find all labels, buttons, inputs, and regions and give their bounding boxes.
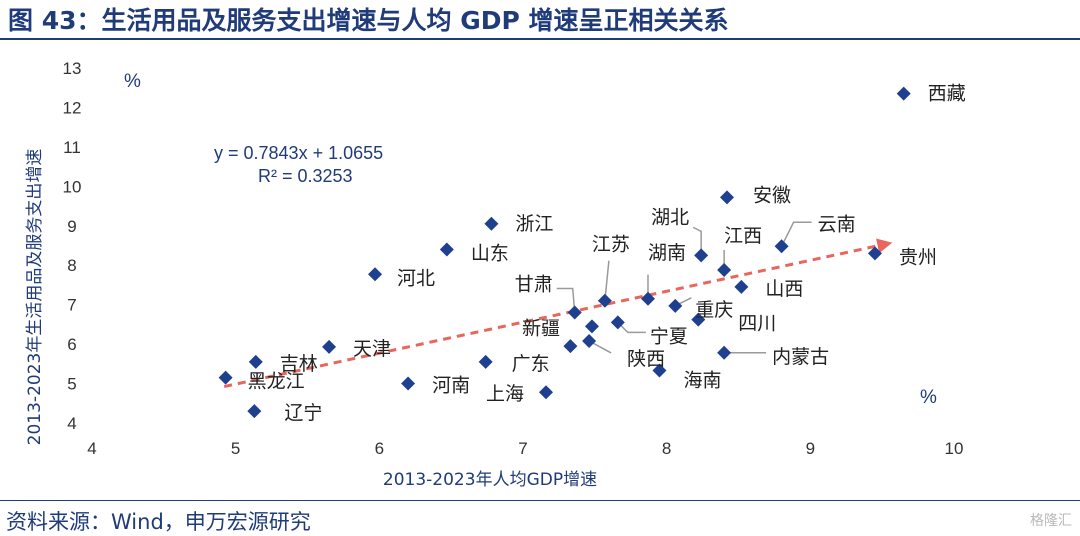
y-tick-label: 12 [63,98,82,117]
point-label: 辽宁 [284,402,322,424]
data-point-marker [484,216,499,231]
data-point-marker [584,319,599,334]
point-label: 安徽 [753,184,791,206]
point-labels: 西藏安徽浙江 云南山东 贵州 湖北江西河北山西 湖南江苏重庆 甘肃四川宁夏 新疆陕西 天津 内蒙… [248,83,966,425]
data-point-marker [401,376,416,391]
data-point-marker [717,262,732,277]
y-tick-label: 10 [63,177,82,196]
data-point-marker [610,315,625,330]
x-tick-label: 7 [518,439,527,458]
point-label: 广东 [512,353,550,375]
y-axis-title: 2013-2023年生活用品及服务支出增速 [25,149,45,446]
point-label: 湖北 [651,206,689,228]
y-tick-label: 5 [67,375,76,394]
point-label: 内蒙古 [772,346,829,368]
data-point-marker [691,312,706,327]
y-tick-label: 13 [63,59,82,78]
point-label: 海南 [683,370,721,392]
x-tick-label: 10 [945,439,964,458]
data-point-marker [668,298,683,313]
point-label: 新疆 [522,317,560,339]
data-point-marker [567,305,582,320]
trend-equation: y = 0.7843x + 1.0655 [214,143,383,163]
data-point-marker [248,354,263,369]
data-point-marker [640,291,655,306]
x-axis-title: 2013-2023年人均GDP增速 [383,470,597,490]
y-unit-label: % [124,71,141,92]
data-point-marker [218,370,233,385]
label-leader-line [556,287,576,313]
label-leader-line [780,221,812,247]
x-tick-label: 5 [231,439,240,458]
y-tick-label: 7 [67,296,76,315]
x-axis-ticks: 4 5 6 7 8 9 10 [87,439,963,458]
y-tick-label: 11 [63,138,81,157]
data-point-marker [896,86,911,101]
point-label: 河北 [397,267,435,289]
x-tick-label: 8 [662,439,671,458]
point-label: 黑龙江 [248,371,305,393]
point-label: 重庆 [695,299,733,321]
x-tick-label: 6 [375,439,384,458]
data-point-marker [247,404,262,419]
y-tick-label: 8 [67,256,76,275]
data-point-marker [597,293,612,308]
data-point-marker [720,190,735,205]
y-axis-ticks: 4 5 6 7 8 9 10 11 12 13 [63,59,82,433]
x-tick-label: 4 [87,439,96,458]
point-label: 云南 [818,213,856,235]
data-point-marker [563,339,578,354]
data-point-marker [774,239,789,254]
point-label: 吉林 [280,353,318,375]
trend-r-squared: R² = 0.3253 [258,166,353,186]
label-leader-line [604,260,610,301]
point-label: 天津 [353,338,391,360]
x-unit-label: % [920,387,937,408]
point-label: 江西 [724,225,762,247]
point-label: 浙江 [515,213,553,235]
watermark: 格隆汇 [1030,513,1072,529]
source-note: 资料来源：Wind，申万宏源研究 [6,510,311,534]
data-point-marker [478,354,493,369]
data-points [218,86,911,419]
data-point-marker [652,363,667,378]
trend-line [223,238,893,389]
label-leader-line [692,226,702,256]
y-tick-label: 4 [67,414,76,433]
point-label: 四川 [738,313,776,335]
y-tick-label: 9 [67,217,76,236]
point-label: 山东 [471,242,509,264]
data-point-marker [582,333,597,348]
point-label: 河南 [432,375,470,397]
point-label: 山西 [765,278,803,300]
data-point-marker [439,242,454,257]
point-label: 湖南 [648,242,686,264]
figure-title: 图 43：生活用品及服务支出增速与人均 GDP 增速呈正相关关系 [8,6,729,35]
data-point-marker [734,279,749,294]
data-point-marker [694,248,709,263]
point-label: 陕西 [627,348,665,370]
point-label: 西藏 [928,83,966,105]
data-point-marker [538,385,553,400]
point-label: 甘肃 [515,274,553,296]
data-point-marker [717,345,732,360]
title-divider [0,38,1080,40]
point-label: 宁夏 [650,325,688,347]
data-point-marker [322,339,337,354]
point-label: 江苏 [592,234,630,256]
data-point-marker [368,267,383,282]
x-tick-label: 9 [806,439,815,458]
footer-divider [0,500,1080,501]
point-label: 贵州 [899,246,937,268]
data-point-marker [867,246,882,261]
point-label: 上海 [486,383,524,405]
y-tick-label: 6 [67,335,76,354]
